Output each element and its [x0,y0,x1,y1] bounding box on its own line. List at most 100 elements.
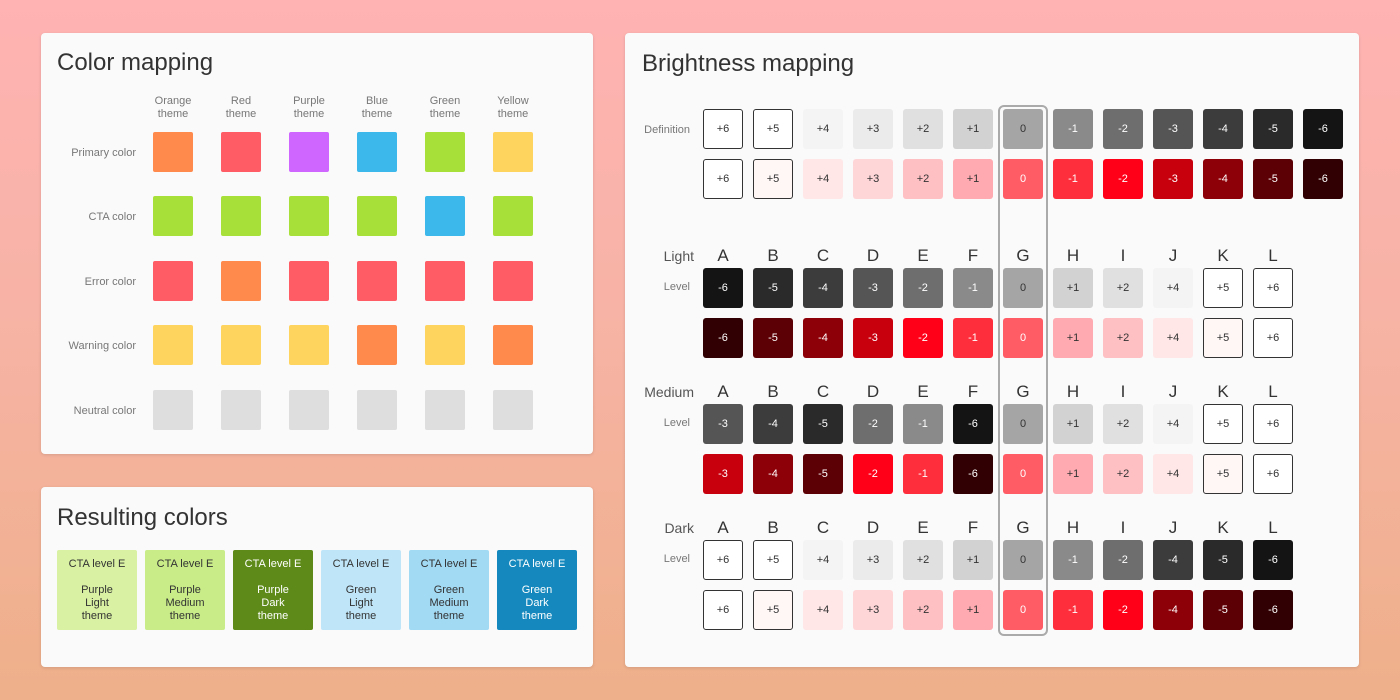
result-card-title: CTA level E [420,558,478,570]
column-letter: B [767,518,779,537]
column-letter: D [866,382,880,401]
level-red-cell: -6 [703,318,743,358]
result-card-name-line: Dark [525,597,549,609]
definition-gray-cell: -3 [1153,109,1193,149]
result-card-name-line: Medium [429,597,469,609]
color-swatch [493,325,533,365]
result-card-name-line: theme [433,610,465,622]
definition-red-cell: -1 [1053,159,1093,199]
result-card-name-line: Light [85,597,109,609]
section-name: Medium [644,384,694,400]
level-gray-cell: 0 [1003,540,1043,580]
result-card: CTA level E Purple Light theme [57,550,137,630]
column-letter: H [1066,382,1080,401]
color-swatch [153,325,193,365]
level-gray-cell: -5 [803,404,843,444]
level-red-cell: -6 [953,454,993,494]
column-letter: E [917,382,929,401]
level-gray-cell: +6 [703,540,743,580]
theme-header: Green theme [410,95,480,121]
level-gray-cell: 0 [1003,268,1043,308]
color-swatch [357,261,397,301]
result-card-title: CTA level E [508,558,566,570]
level-red-cell: -5 [803,454,843,494]
result-card: CTA level E Green Medium theme [409,550,489,630]
definition-gray-cell: +6 [703,109,743,149]
result-card: CTA level E Green Dark theme [497,550,577,630]
color-swatch [493,390,533,430]
result-card-name-line: Purple [257,584,289,596]
level-gray-cell: -5 [753,268,793,308]
result-card-name: Green Light theme [321,584,401,623]
level-gray-cell: -6 [953,404,993,444]
level-red-cell: +1 [953,590,993,630]
result-card: CTA level E Green Light theme [321,550,401,630]
definition-gray-cell: +5 [753,109,793,149]
definition-gray-cell: +4 [803,109,843,149]
column-letter: H [1066,518,1080,537]
result-card-name-line: Green [433,584,465,596]
result-card: CTA level E Purple Medium theme [145,550,225,630]
level-red-cell: -5 [1203,590,1243,630]
level-red-cell: +1 [1053,318,1093,358]
level-gray-cell: 0 [1003,404,1043,444]
level-red-cell: +2 [1103,454,1143,494]
level-red-cell: -4 [803,318,843,358]
column-letter: J [1168,246,1178,265]
theme-header: Purple theme [274,95,344,121]
column-letter: C [816,246,830,265]
result-card: CTA level E Purple Dark theme [233,550,313,630]
color-swatch [221,196,261,236]
theme-header-line: theme [157,108,189,120]
color-swatch [357,196,397,236]
row-label: Warning color [68,340,136,352]
color-swatch [289,196,329,236]
level-red-cell: +6 [1253,318,1293,358]
definition-gray-cell: 0 [1003,109,1043,149]
level-label: Level [663,281,690,293]
definition-gray-cell: -2 [1103,109,1143,149]
definition-gray-cell: +1 [953,109,993,149]
level-red-cell: +2 [903,590,943,630]
level-red-cell: 0 [1003,590,1043,630]
definition-red-cell: +6 [703,159,743,199]
column-letter: L [1268,246,1278,265]
level-red-cell: -1 [953,318,993,358]
theme-header: Red theme [206,95,276,121]
theme-header-line: theme [293,108,325,120]
column-letter: G [1016,382,1030,401]
definition-red-cell: +5 [753,159,793,199]
level-gray-cell: -1 [903,404,943,444]
definition-gray-cell: +2 [903,109,943,149]
result-card-name-line: theme [345,610,377,622]
result-card-name-line: Light [349,597,373,609]
row-label: Neutral color [73,405,136,417]
level-red-cell: -2 [853,454,893,494]
level-red-cell: +5 [1203,318,1243,358]
color-swatch [221,325,261,365]
column-letter: L [1268,518,1278,537]
level-gray-cell: +4 [803,540,843,580]
section-name: Light [663,248,694,264]
result-card-name: Purple Dark theme [233,584,313,623]
result-card-title: CTA level E [68,558,126,570]
column-letter: K [1217,518,1229,537]
level-gray-cell: -3 [703,404,743,444]
result-card-name-line: Purple [169,584,201,596]
level-red-cell: +1 [1053,454,1093,494]
color-swatch [493,261,533,301]
level-red-cell: -5 [753,318,793,358]
level-red-cell: +3 [853,590,893,630]
result-card-name-line: theme [257,610,289,622]
color-swatch [425,261,465,301]
definition-label: Definition [644,124,690,136]
column-letter: D [866,246,880,265]
level-gray-cell: -2 [853,404,893,444]
theme-header: Yellow theme [478,95,548,121]
level-gray-cell: -4 [753,404,793,444]
color-mapping-title: Color mapping [57,49,214,76]
column-letter: G [1016,246,1030,265]
definition-gray-cell: -6 [1303,109,1343,149]
row-label: Primary color [71,147,136,159]
zero-column-highlight [998,105,1048,636]
